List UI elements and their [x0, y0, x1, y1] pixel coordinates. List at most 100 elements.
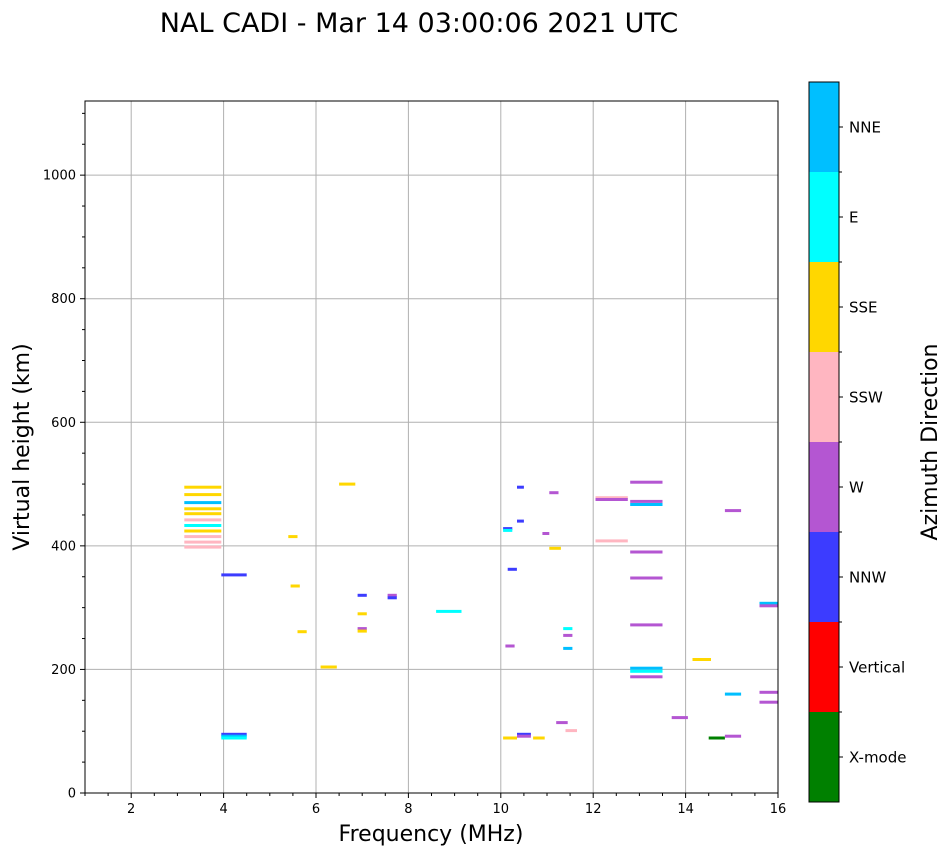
echo-trace — [630, 623, 663, 627]
echo-trace — [320, 665, 337, 669]
echo-trace — [290, 584, 300, 588]
y-tick-label: 400 — [51, 539, 76, 554]
echo-trace — [517, 734, 531, 738]
echo-trace — [517, 732, 531, 736]
colorbar-segment — [809, 82, 839, 172]
echo-trace — [724, 692, 742, 696]
colorbar-segment — [809, 532, 839, 622]
echo-trace — [357, 593, 367, 597]
colorbar-tick-label: SSE — [849, 299, 878, 317]
echo-trace — [724, 509, 742, 513]
echo-trace — [357, 612, 367, 616]
echo-trace — [724, 734, 742, 738]
echo-trace — [630, 576, 663, 580]
echo-trace — [759, 604, 778, 608]
echo-trace — [549, 491, 559, 495]
echo-trace — [184, 501, 222, 505]
echo-trace — [563, 627, 573, 631]
x-tick-label: 4 — [219, 802, 227, 817]
y-tick-label: 600 — [51, 416, 76, 431]
echo-trace — [517, 485, 524, 489]
echo-trace — [387, 593, 397, 597]
echo-trace — [759, 690, 778, 694]
x-tick-label: 14 — [677, 802, 694, 817]
echo-trace — [563, 633, 573, 637]
x-tick-label: 16 — [770, 802, 787, 817]
colorbar-segment — [809, 262, 839, 352]
colorbar-frame — [808, 81, 840, 803]
colorbar-segment — [809, 712, 839, 802]
echo-trace — [436, 609, 462, 613]
y-tick-label: 800 — [51, 292, 76, 307]
echo-trace — [505, 644, 515, 648]
echo-trace — [387, 596, 397, 600]
x-tick-label: 10 — [493, 802, 510, 817]
x-tick-label: 8 — [404, 802, 412, 817]
x-tick-label: 2 — [127, 802, 135, 817]
y-tick-label: 200 — [51, 663, 76, 678]
x-tick-label: 12 — [585, 802, 602, 817]
x-axis-label: Frequency (MHz) — [339, 822, 524, 847]
chart-title: NAL CADI - Mar 14 03:00:06 2021 UTC — [160, 8, 678, 39]
echo-trace — [184, 535, 222, 539]
echo-traces — [184, 480, 778, 740]
echo-trace — [184, 540, 222, 544]
echo-trace — [549, 546, 561, 550]
plot-frame — [84, 100, 779, 794]
colorbar-tick-label: NNE — [849, 119, 881, 137]
echo-trace — [297, 630, 307, 634]
echo-trace — [357, 627, 367, 631]
colorbar-segment — [809, 172, 839, 262]
echo-trace — [503, 736, 517, 740]
echo-trace — [357, 629, 367, 633]
colorbar-tick-label: SSW — [849, 389, 883, 407]
axis-ticks: 2 4 6 8 10 12 14 16 0 200 400 600 800 1000 — [43, 112, 787, 817]
colorbar-tick-label: E — [849, 209, 858, 227]
colorbar-tick-label: W — [849, 479, 864, 497]
colorbar-tick-label: Vertical — [849, 659, 905, 677]
echo-trace — [533, 736, 545, 740]
echo-trace — [630, 666, 663, 670]
echo-trace — [630, 675, 663, 679]
echo-trace — [759, 601, 778, 605]
echo-trace — [184, 493, 222, 497]
echo-trace — [556, 721, 568, 725]
echo-trace — [221, 734, 247, 738]
y-tick-label: 0 — [68, 787, 76, 802]
echo-trace — [503, 528, 513, 532]
gridlines — [85, 101, 779, 794]
echo-trace — [184, 529, 222, 533]
y-tick-label: 1000 — [43, 169, 76, 184]
colorbar-segment — [809, 622, 839, 712]
echo-trace — [503, 527, 513, 531]
echo-trace — [595, 498, 628, 501]
echo-trace — [671, 716, 688, 720]
echo-trace — [630, 499, 663, 503]
echo-trace — [221, 732, 247, 736]
echo-trace — [630, 480, 663, 484]
echo-trace — [184, 518, 222, 522]
colorbar-tick-label: X-mode — [849, 749, 906, 767]
colorbar-tick-label: NNW — [849, 569, 886, 587]
echo-trace — [759, 700, 778, 704]
echo-trace — [221, 736, 247, 740]
echo-trace — [563, 646, 573, 650]
colorbar-segment — [809, 352, 839, 442]
echo-trace — [184, 485, 222, 489]
echo-trace — [542, 532, 550, 535]
colorbar: X-mode Vertical NNW W SSW SSE E NNE — [808, 81, 906, 803]
echo-trace — [630, 550, 663, 554]
echo-trace — [595, 539, 628, 543]
echo-trace — [517, 519, 524, 523]
echo-trace — [339, 482, 356, 486]
echo-trace — [565, 729, 577, 733]
echo-trace — [595, 496, 628, 500]
echo-trace — [630, 503, 663, 506]
x-tick-label: 6 — [312, 802, 320, 817]
colorbar-label: Azimuth Direction — [918, 343, 943, 540]
y-axis-label: Virtual height (km) — [10, 343, 35, 550]
colorbar-segment — [809, 442, 839, 532]
echo-trace — [708, 736, 725, 740]
echo-trace — [184, 507, 222, 511]
